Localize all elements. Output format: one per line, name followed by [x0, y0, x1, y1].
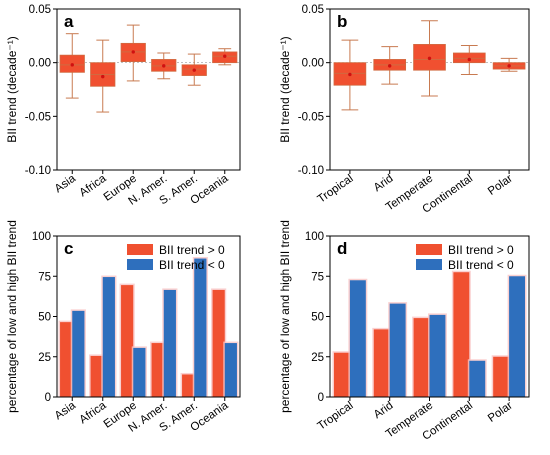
- y-axis-label: percentage of low and high BII trend: [278, 220, 292, 413]
- mean-marker: [467, 57, 471, 62]
- box-africa: [90, 39, 116, 113]
- bar-positive: [493, 356, 510, 397]
- legend-swatch-negative: [416, 259, 442, 270]
- box-arid: [373, 46, 407, 85]
- y-tick-label: 0: [318, 392, 324, 404]
- y-tick-label: 25: [38, 352, 51, 364]
- bar-negative: [102, 277, 115, 397]
- y-tick-label: 50: [38, 312, 51, 324]
- box-tropical: [333, 39, 367, 111]
- y-tick-label: 0: [45, 392, 51, 404]
- plot-frame: [329, 8, 530, 171]
- y-axis-label: percentage of low and high BII trend: [5, 220, 19, 413]
- box-oceania: [212, 48, 238, 66]
- y-tick-label: -0.10: [298, 165, 324, 177]
- box-europe: [120, 24, 146, 82]
- bar-positive: [182, 374, 195, 397]
- mean-marker: [70, 63, 74, 67]
- mean-marker: [101, 74, 105, 79]
- y-tick-label: -0.10: [25, 165, 51, 177]
- x-tick-label: Arid: [372, 400, 396, 422]
- bar-negative: [509, 276, 526, 397]
- mean-marker: [192, 68, 196, 72]
- mean-marker: [223, 54, 227, 58]
- x-tick-label: Asia: [53, 172, 79, 195]
- bar-positive: [333, 352, 350, 397]
- bar-negative: [194, 258, 207, 397]
- legend-swatch-positive: [127, 244, 153, 255]
- box-continental: [452, 44, 486, 75]
- box-s-amer: [181, 53, 207, 86]
- plot-frame: [329, 235, 530, 398]
- x-tick-label: Tropical: [316, 400, 356, 433]
- bar-negative: [224, 343, 237, 397]
- panel-label: b: [337, 12, 347, 31]
- x-tick-label: Arid: [372, 173, 396, 195]
- y-tick-label: 0.05: [29, 4, 51, 16]
- bar-positive: [453, 272, 470, 397]
- bar-positive: [90, 355, 103, 397]
- y-tick-label: 25: [311, 352, 324, 364]
- y-tick-label: 0.05: [302, 4, 324, 16]
- box-polar: [492, 57, 526, 72]
- legend-swatch-negative: [127, 259, 153, 270]
- mean-marker: [348, 72, 352, 77]
- panel-label: d: [337, 239, 347, 258]
- mean-marker: [427, 56, 432, 61]
- bar-positive: [121, 285, 134, 397]
- x-tick-label: Tropical: [316, 173, 356, 206]
- legend-swatch-positive: [416, 244, 442, 255]
- x-tick-label: Asia: [53, 399, 79, 422]
- box-temperate: [413, 20, 446, 97]
- legend-label: BII trend > 0: [448, 243, 514, 257]
- bar-negative: [133, 347, 146, 397]
- box-asia: [59, 33, 85, 99]
- y-tick-label: 50: [311, 312, 324, 324]
- bar-negative: [429, 314, 446, 397]
- legend-label: BII trend < 0: [448, 258, 514, 272]
- bar-negative: [72, 310, 85, 397]
- box-n-amer: [151, 52, 177, 80]
- y-axis-label: BII trend (decade⁻¹): [278, 36, 292, 142]
- x-tick-label: Polar: [486, 173, 515, 198]
- mean-marker: [162, 64, 166, 68]
- y-tick-label: 100: [305, 231, 324, 243]
- legend-label: BII trend < 0: [159, 258, 225, 272]
- y-tick-label: 0.00: [29, 58, 51, 70]
- bar-negative: [349, 280, 366, 397]
- bar-positive: [212, 289, 225, 397]
- bar-negative: [469, 360, 486, 397]
- plot-frame: [56, 8, 241, 171]
- y-tick-label: 100: [32, 231, 51, 243]
- y-tick-label: 0.00: [302, 58, 324, 70]
- bar-positive: [413, 318, 430, 397]
- bar-positive: [60, 322, 73, 397]
- plot-frame: [56, 235, 241, 398]
- mean-marker: [507, 64, 511, 68]
- bar-negative: [389, 303, 406, 397]
- y-tick-label: 75: [38, 271, 51, 283]
- mean-marker: [388, 64, 392, 68]
- mean-marker: [131, 50, 135, 54]
- y-tick-label: 75: [311, 271, 324, 283]
- y-axis-label: BII trend (decade⁻¹): [5, 36, 19, 142]
- y-tick-label: -0.05: [298, 111, 324, 123]
- bar-positive: [151, 343, 164, 397]
- x-tick-label: Polar: [486, 400, 515, 425]
- y-tick-label: -0.05: [25, 111, 51, 123]
- legend-label: BII trend > 0: [159, 243, 225, 257]
- bar-positive: [373, 329, 390, 397]
- panel-label: c: [64, 239, 73, 258]
- panel-label: a: [64, 12, 74, 31]
- bar-negative: [163, 289, 176, 397]
